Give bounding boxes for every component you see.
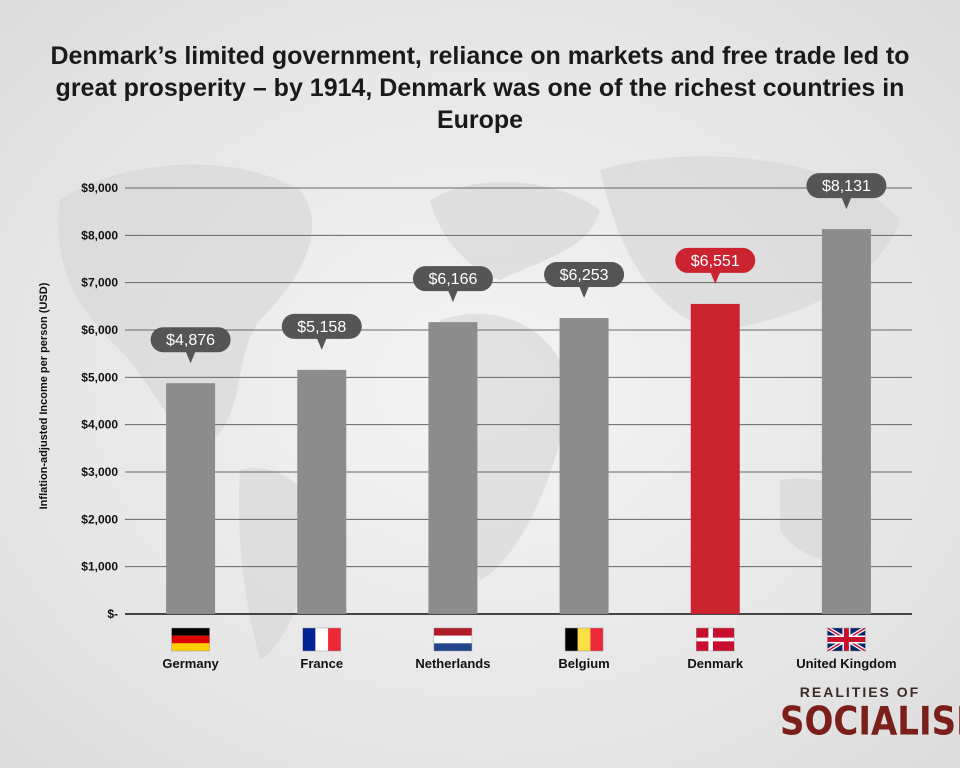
bubble-shape [675,247,756,273]
value-label-bubble: $4,876 [150,327,231,364]
y-tick-label: $6,000 [81,323,118,337]
bar-netherlands [428,322,478,614]
germany-flag-icon [171,627,210,652]
value-label: $4,876 [166,332,215,349]
y-axis-label: Inflation-adjusted Income per person (US… [38,282,50,510]
y-tick-label: $2,000 [81,512,118,526]
chart-title: Denmark’s limited government, reliance o… [50,42,910,134]
belgium-flag-icon [564,627,604,652]
y-tick-label: $9,000 [81,181,118,195]
y-tick-label: $7,000 [81,276,118,290]
x-tick-label: Germany [162,656,219,671]
brand-logo-top: REALITIES OF [799,684,921,700]
value-label-bubble: $6,551 [675,247,756,284]
bubble-shape [412,266,493,292]
value-label: $6,551 [691,253,740,270]
france-flag-icon [302,627,341,652]
x-tick-label: United Kingdom [796,656,896,671]
y-tick-label: $1,000 [81,560,118,574]
value-label: $6,166 [428,271,477,288]
value-label-bubble: $6,253 [544,262,625,299]
bar-france [297,369,347,614]
flags [171,626,867,653]
value-label-bubble: $8,131 [806,173,887,210]
gridlines [125,187,912,615]
value-label-bubble: $6,166 [412,266,493,303]
value-label-bubble: $5,158 [281,313,362,350]
bubble-pointer [316,337,327,350]
x-tick-label: France [300,656,343,671]
x-tick-label: Denmark [687,656,743,671]
bubble-shape [150,327,231,353]
y-axis-ticks: $- $1,000 $2,000 $3,000 $4,000 $5,000 $6,000 $7… [81,181,118,621]
x-axis-labels: Germany France Netherlands Belgium Denmark Un… [162,656,896,671]
x-tick-label: Netherlands [415,656,490,671]
y-tick-label: $4,000 [81,418,118,432]
bubble-pointer [710,271,721,284]
bubble-pointer [579,286,590,299]
bar-germany [166,383,216,614]
value-labels: $4,876 $5,158 $6,166 $6,253 $6,551 $8,131 [150,173,887,364]
value-label: $8,131 [822,178,871,195]
y-tick-label: $3,000 [81,465,118,479]
bubble-pointer [447,290,458,303]
bubble-pointer [185,351,196,364]
y-tick-label: $5,000 [81,370,118,384]
bubble-shape [281,313,362,339]
y-tick-label: $8,000 [81,228,118,242]
bubble-shape [544,262,625,288]
bar-belgium [559,318,609,614]
bubble-pointer [841,197,852,210]
value-label: $6,253 [560,267,609,284]
netherlands-flag-icon [433,627,473,652]
bubble-shape [806,173,887,199]
y-tick-label: $- [107,607,118,621]
brand-logo-main: SOCIALISM [780,699,960,745]
bars [166,229,871,614]
denmark-flag-icon [696,627,735,652]
bar-united-kingdom [821,229,871,614]
bar-denmark [690,303,740,614]
value-label: $5,158 [297,319,346,336]
uk-flag-icon [826,626,867,653]
x-tick-label: Belgium [558,656,609,671]
